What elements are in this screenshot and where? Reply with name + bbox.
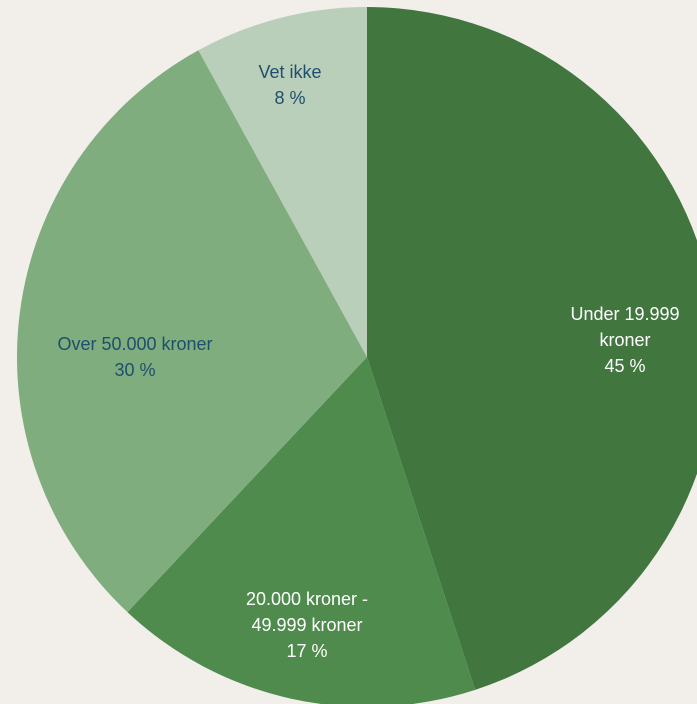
pie-slice [198,7,367,357]
slice-label: Vet ikke 8 % [230,59,350,111]
pie-slice [367,7,697,690]
value-label: 17 % [286,641,328,661]
category-name: Under 19.999 kroner [570,304,680,350]
category-name: Vet ikke [258,62,322,82]
slice-label: Over 50.000 kroner 30 % [15,331,255,383]
slice-label: Under 19.999 kroner 45 % [563,301,688,379]
value-label: 30 % [114,360,156,380]
pie-slice [17,50,368,613]
category-name: Over 50.000 kroner [57,334,213,354]
value-label: 45 % [604,356,646,376]
pie-slice [127,357,476,704]
value-label: 8 % [274,88,306,108]
slice-label: 20.000 kroner - 49.999 kroner 17 % [232,586,382,664]
category-name: 20.000 kroner - 49.999 kroner [245,589,369,635]
